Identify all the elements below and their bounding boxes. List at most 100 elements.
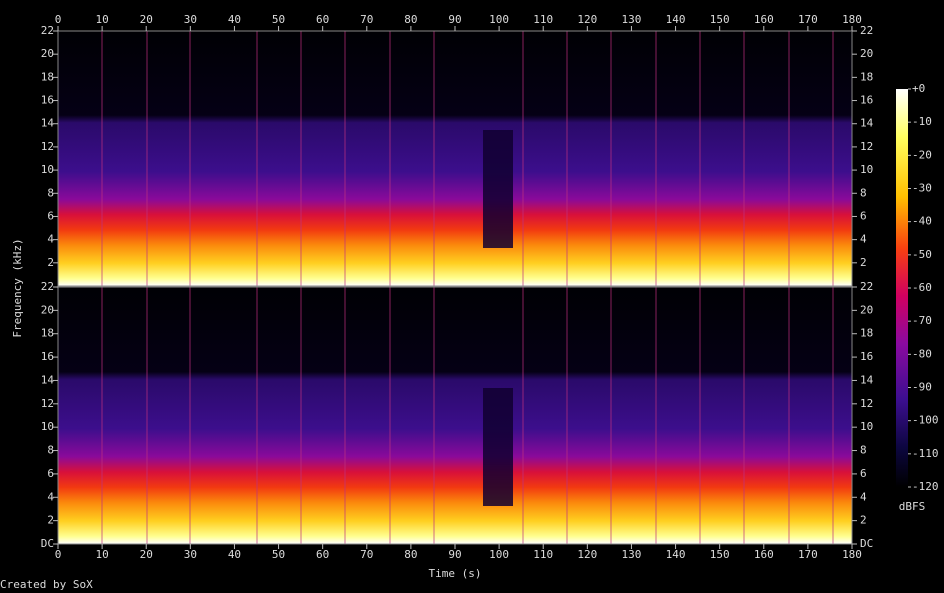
colorbar-tick-label: -90 <box>912 381 932 394</box>
x-tick-label: 130 <box>622 548 642 561</box>
x-tick-label: 120 <box>577 548 597 561</box>
y-tick-label: 22 <box>41 280 54 293</box>
y-tick-label: 6 <box>860 209 867 222</box>
y-tick-label: 10 <box>41 420 54 433</box>
colorbar-label: dBFS <box>899 500 926 513</box>
y-tick-label: 20 <box>41 303 54 316</box>
y-tick-label: 20 <box>41 47 54 60</box>
y-tick-label: 10 <box>41 163 54 176</box>
y-tick-label: 12 <box>41 397 54 410</box>
x-tick-label: 90 <box>448 548 461 561</box>
x-tick-label: 120 <box>577 13 597 26</box>
x-tick-label: 70 <box>360 548 373 561</box>
x-tick-label: 100 <box>489 548 509 561</box>
x-tick-label: 50 <box>272 13 285 26</box>
y-tick-label: 10 <box>860 163 873 176</box>
y-tick-label: 18 <box>41 327 54 340</box>
colorbar-tick-label: -120 <box>912 480 939 493</box>
x-tick-label: 140 <box>666 13 686 26</box>
x-tick-label: 0 <box>55 13 62 26</box>
x-tick-label: 20 <box>140 548 153 561</box>
x-tick-label: 80 <box>404 13 417 26</box>
colorbar-tick-label: +0 <box>912 82 925 95</box>
x-tick-label: 10 <box>95 13 108 26</box>
x-tick-label: 90 <box>448 13 461 26</box>
x-tick-label: 60 <box>316 13 329 26</box>
y-tick-label: 10 <box>860 420 873 433</box>
colorbar-tick-label: -50 <box>912 248 932 261</box>
y-tick-label: 16 <box>860 350 873 363</box>
x-tick-label: 180 <box>842 548 862 561</box>
y-tick-label: 14 <box>41 373 55 386</box>
x-tick-label: 140 <box>666 548 686 561</box>
colorbar-tick-label: -20 <box>912 148 932 161</box>
x-tick-label: 160 <box>754 548 774 561</box>
colorbar-tick-label: -10 <box>912 115 932 128</box>
y-tick-label: 16 <box>41 350 54 363</box>
y-tick-label: 8 <box>47 186 54 199</box>
x-tick-label: 110 <box>533 13 553 26</box>
y-tick-label: 4 <box>860 490 867 503</box>
y-tick-label: 8 <box>47 444 54 457</box>
y-tick-label: 12 <box>41 140 54 153</box>
y-tick-label: 8 <box>860 186 867 199</box>
x-tick-label: 180 <box>842 13 862 26</box>
y-tick-label: 18 <box>860 327 873 340</box>
y-tick-label: 2 <box>860 256 867 269</box>
x-tick-label: 10 <box>95 548 108 561</box>
x-tick-label: 110 <box>533 548 553 561</box>
y-tick-label: 2 <box>47 514 54 527</box>
y-tick-label: 22 <box>860 280 873 293</box>
colorbar-tick-label: -40 <box>912 215 932 228</box>
y-tick-label: 14 <box>860 373 874 386</box>
y-tick-label: 22 <box>860 24 873 37</box>
x-tick-label: 130 <box>622 13 642 26</box>
x-tick-label: 170 <box>798 548 818 561</box>
colorbar-tick-label: -100 <box>912 414 939 427</box>
y-tick-label: 12 <box>860 397 873 410</box>
x-tick-label: 40 <box>228 13 241 26</box>
y-tick-label: 20 <box>860 303 873 316</box>
x-tick-label: 50 <box>272 548 285 561</box>
y-tick-label: 8 <box>860 444 867 457</box>
y-tick-label: 20 <box>860 47 873 60</box>
y-tick-label: 4 <box>47 490 54 503</box>
colorbar-tick-label: -30 <box>912 182 932 195</box>
x-tick-label: 70 <box>360 13 373 26</box>
x-tick-label: 30 <box>184 13 197 26</box>
colorbar-tick-label: -80 <box>912 347 932 360</box>
y-tick-label: 4 <box>47 233 54 246</box>
spectrogram-bottom <box>58 287 852 544</box>
y-tick-label: 14 <box>41 117 55 130</box>
colorbar-tick-label: -60 <box>912 281 932 294</box>
y-tick-label: 6 <box>47 209 54 222</box>
credit: Created by SoX <box>0 578 93 591</box>
y-tick-label: 6 <box>860 467 867 480</box>
y-tick-label: 18 <box>41 70 54 83</box>
y-tick-label: 2 <box>860 514 867 527</box>
colorbar <box>896 89 908 487</box>
y-tick-label: DC <box>41 537 54 550</box>
y-tick-label: 12 <box>860 140 873 153</box>
y-tick-label: 16 <box>41 94 54 107</box>
x-tick-label: 30 <box>184 548 197 561</box>
y-tick-label: 14 <box>860 117 874 130</box>
x-tick-label: 0 <box>55 548 62 561</box>
x-tick-label: 150 <box>710 548 730 561</box>
x-tick-label: 80 <box>404 548 417 561</box>
y-tick-label: DC <box>860 537 873 550</box>
x-tick-label: 170 <box>798 13 818 26</box>
colorbar-tick-label: -70 <box>912 314 932 327</box>
y-tick-label: 16 <box>860 94 873 107</box>
x-tick-label: 150 <box>710 13 730 26</box>
y-tick-label: 18 <box>860 70 873 83</box>
y-axis-label: Frequency (kHz) <box>11 238 24 337</box>
y-tick-label: 2 <box>47 256 54 269</box>
spectrogram-top <box>58 31 852 286</box>
y-tick-label: 6 <box>47 467 54 480</box>
y-tick-label: 4 <box>860 233 867 246</box>
x-tick-label: 60 <box>316 548 329 561</box>
colorbar-tick-label: -110 <box>912 447 939 460</box>
x-tick-label: 20 <box>140 13 153 26</box>
